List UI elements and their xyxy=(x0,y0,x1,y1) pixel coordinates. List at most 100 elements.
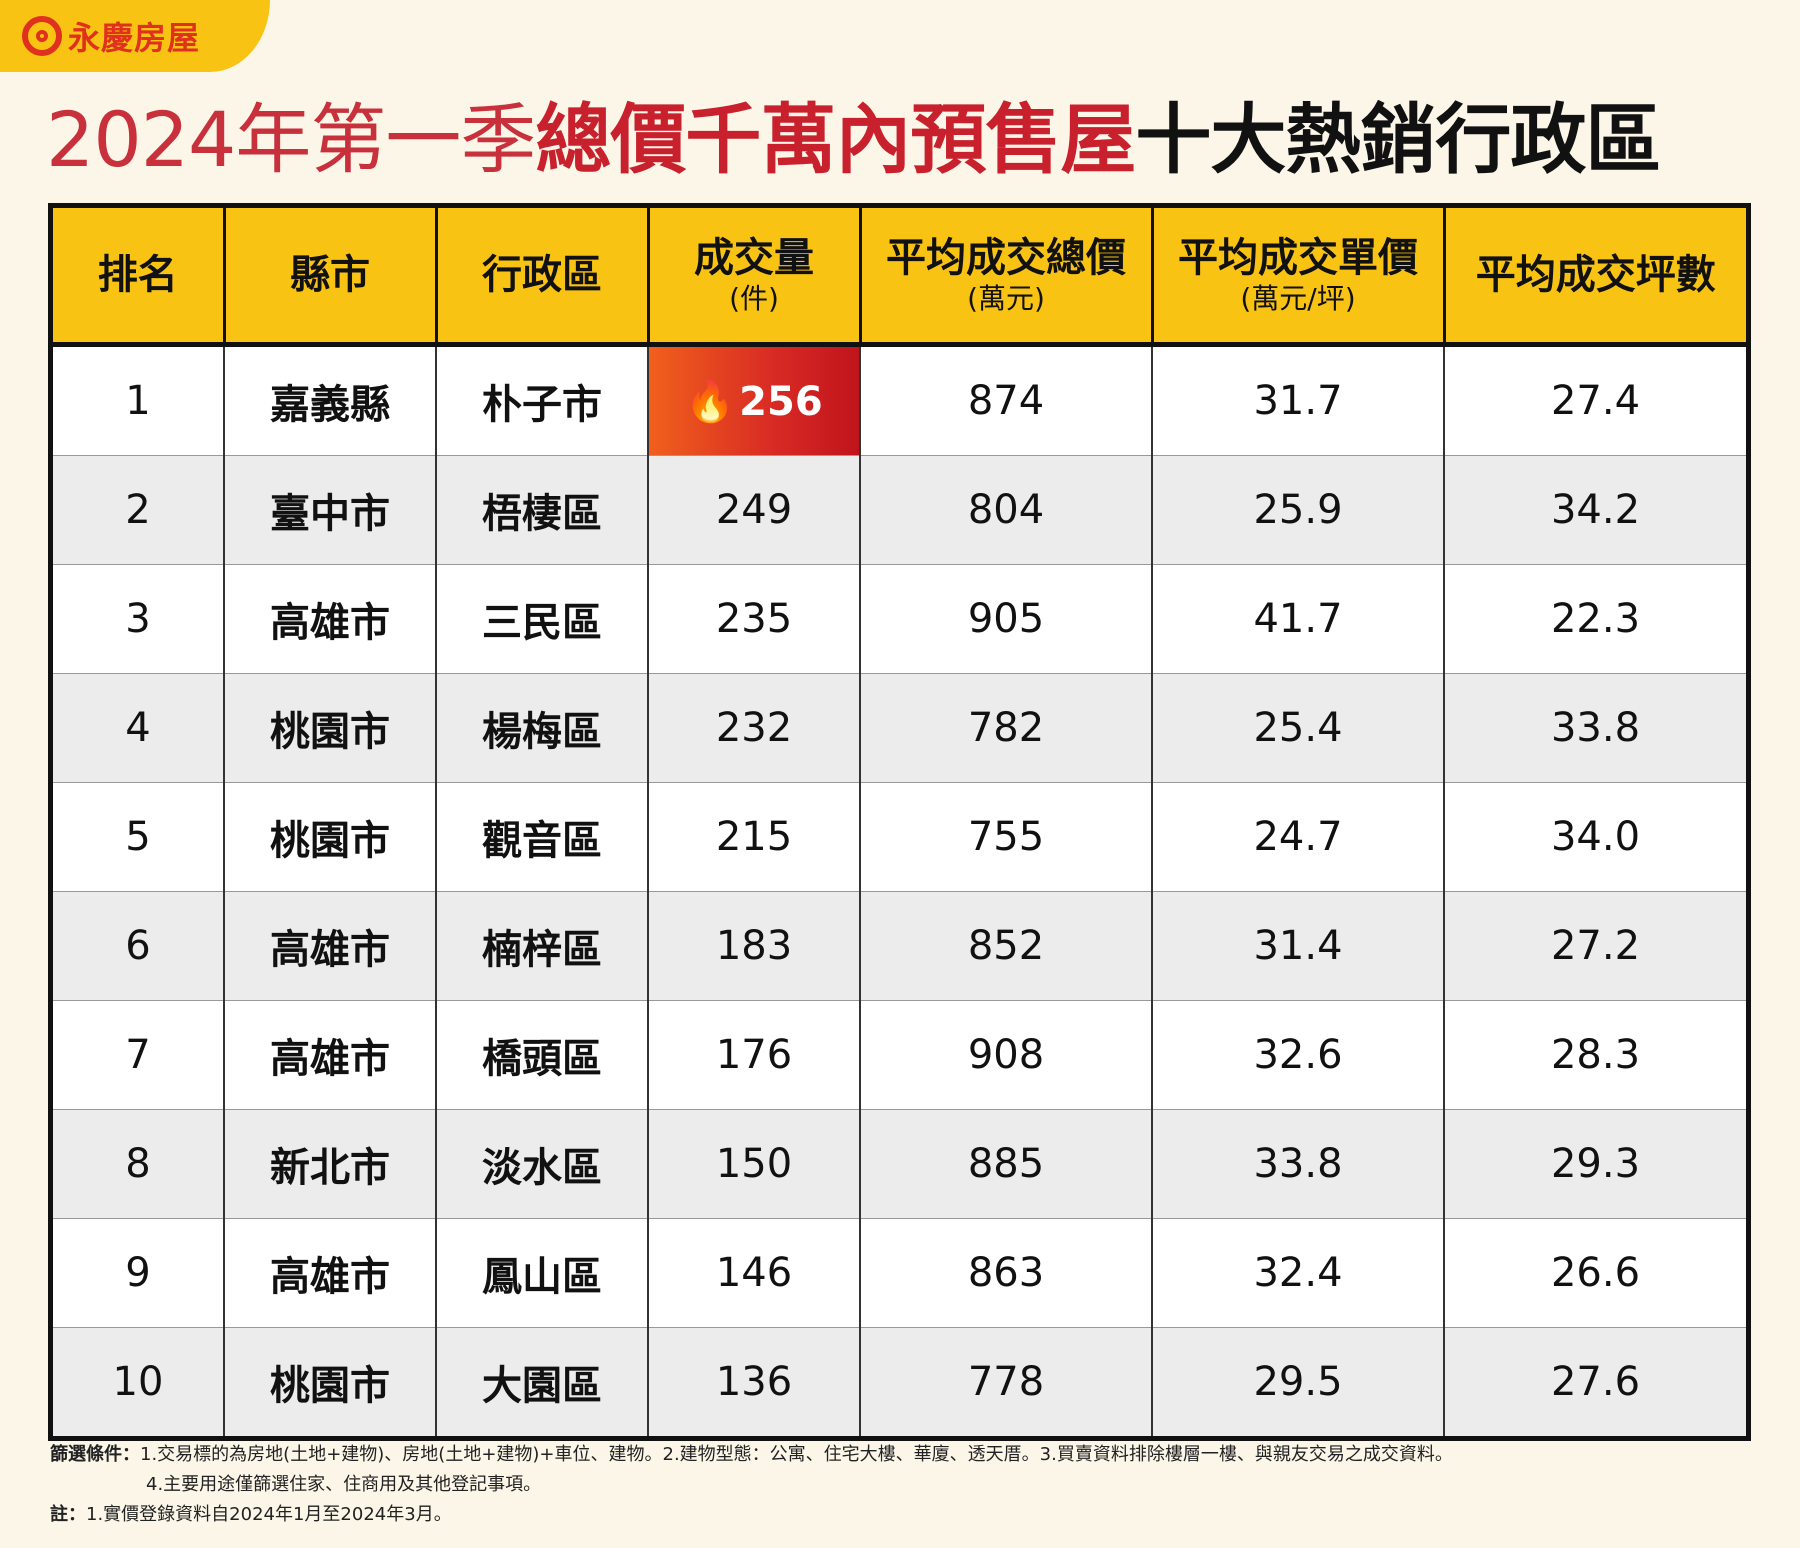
note-line: 註：1.實價登錄資料自2024年1月至2024年3月。 xyxy=(50,1500,1750,1530)
cell-unit-price: 41.7 xyxy=(1152,564,1445,674)
filter-note-line1: 篩選條件：1.交易標的為房地(土地+建物)、房地(土地+建物)+車位、建物。2.… xyxy=(50,1440,1750,1470)
note-text-1: 1.實價登錄資料自2024年1月至2024年3月。 xyxy=(86,1504,452,1525)
cell-total-price: 804 xyxy=(860,455,1153,565)
column-header-4: 平均成交總價 (萬元) xyxy=(860,208,1154,347)
table-row: 2 臺中市 梧棲區 249 804 25.9 34.2 xyxy=(53,455,1746,565)
cell-volume: 232 xyxy=(648,673,861,783)
cell-volume: 235 xyxy=(648,564,861,674)
column-header-0: 排名 xyxy=(53,208,226,347)
column-header-label: 平均成交坪數 xyxy=(1475,252,1716,298)
cell-city: 高雄市 xyxy=(224,1218,437,1328)
footnotes: 篩選條件：1.交易標的為房地(土地+建物)、房地(土地+建物)+車位、建物。2.… xyxy=(50,1440,1750,1530)
cell-rank: 9 xyxy=(53,1218,225,1328)
cell-rank: 3 xyxy=(53,564,225,674)
cell-area: 34.2 xyxy=(1444,455,1746,565)
filter-note-line2: 4.主要用途僅篩選住家、住商用及其他登記事項。 xyxy=(146,1474,542,1495)
cell-rank: 4 xyxy=(53,673,225,783)
cell-total-price: 905 xyxy=(860,564,1153,674)
cell-district: 楊梅區 xyxy=(436,673,649,783)
cell-unit-price: 31.4 xyxy=(1152,891,1445,1001)
cell-city: 高雄市 xyxy=(224,564,437,674)
note-label: 註： xyxy=(50,1504,86,1525)
page-title: 2024年第一季總價千萬內預售屋十大熱銷行政區 xyxy=(46,90,1766,190)
table-row: 5 桃園市 觀音區 215 755 24.7 34.0 xyxy=(53,782,1746,892)
title-part3: 十大熱銷行政區 xyxy=(1135,95,1661,184)
cell-rank: 6 xyxy=(53,891,225,1001)
cell-city: 桃園市 xyxy=(224,1327,437,1436)
cell-district: 朴子市 xyxy=(436,344,649,456)
cell-volume-value: 256 xyxy=(739,378,823,425)
cell-city: 高雄市 xyxy=(224,891,437,1001)
cell-area: 22.3 xyxy=(1444,564,1746,674)
cell-rank: 10 xyxy=(53,1327,225,1436)
column-header-label: 成交量 xyxy=(694,234,814,281)
cell-total-price: 874 xyxy=(860,344,1153,456)
cell-area: 29.3 xyxy=(1444,1109,1746,1219)
cell-rank: 5 xyxy=(53,782,225,892)
cell-total-price: 782 xyxy=(860,673,1153,783)
cell-unit-price: 31.7 xyxy=(1152,344,1445,456)
cell-district: 觀音區 xyxy=(436,782,649,892)
ranking-table: 排名 縣市 行政區 成交量 (件) 平均成交總價 (萬元) 平均成交單價 (萬元/坪) 平均成交坪… xyxy=(48,203,1751,1441)
column-header-3: 成交量 (件) xyxy=(648,208,862,347)
table-row: 3 高雄市 三民區 235 905 41.7 22.3 xyxy=(53,564,1746,674)
cell-total-price: 863 xyxy=(860,1218,1153,1328)
table-row: 1 嘉義縣 朴子市 🔥 256 874 31.7 27.4 xyxy=(53,344,1746,456)
column-header-label: 平均成交總價 xyxy=(886,234,1126,281)
cell-rank: 1 xyxy=(53,344,225,456)
table-header-row: 排名 縣市 行政區 成交量 (件) 平均成交總價 (萬元) 平均成交單價 (萬元/坪) 平均成交坪… xyxy=(53,208,1746,347)
cell-unit-price: 25.4 xyxy=(1152,673,1445,783)
cell-unit-price: 25.9 xyxy=(1152,455,1445,565)
column-header-label: 排名 xyxy=(97,252,178,298)
cell-unit-price: 32.6 xyxy=(1152,1000,1445,1110)
column-header-unit: (件) xyxy=(729,281,779,315)
cell-total-price: 885 xyxy=(860,1109,1153,1219)
column-header-unit: (萬元/坪) xyxy=(1240,281,1356,315)
cell-unit-price: 24.7 xyxy=(1152,782,1445,892)
cell-volume: 249 xyxy=(648,455,861,565)
cell-total-price: 778 xyxy=(860,1327,1153,1436)
cell-volume: 176 xyxy=(648,1000,861,1110)
cell-city: 新北市 xyxy=(224,1109,437,1219)
cell-volume: 150 xyxy=(648,1109,861,1219)
flame-icon: 🔥 xyxy=(685,378,736,425)
column-header-label: 縣市 xyxy=(290,252,370,298)
cell-district: 鳳山區 xyxy=(436,1218,649,1328)
brand-tab: 永慶房屋 xyxy=(0,0,270,72)
cell-district: 楠梓區 xyxy=(436,891,649,1001)
cell-rank: 2 xyxy=(53,455,225,565)
cell-city: 嘉義縣 xyxy=(224,344,437,456)
cell-unit-price: 33.8 xyxy=(1152,1109,1445,1219)
cell-rank: 7 xyxy=(53,1000,225,1110)
cell-rank: 8 xyxy=(53,1109,225,1219)
column-header-label: 行政區 xyxy=(482,252,602,298)
cell-district: 大園區 xyxy=(436,1327,649,1436)
cell-city: 高雄市 xyxy=(224,1000,437,1110)
cell-district: 淡水區 xyxy=(436,1109,649,1219)
cell-area: 27.6 xyxy=(1444,1327,1746,1436)
table-row: 9 高雄市 鳳山區 146 863 32.4 26.6 xyxy=(53,1218,1746,1328)
title-part1: 2024年第一季 xyxy=(46,95,536,184)
cell-area: 26.6 xyxy=(1444,1218,1746,1328)
cell-volume: 🔥 256 xyxy=(648,344,861,456)
filter-text-1: 1.交易標的為房地(土地+建物)、房地(土地+建物)+車位、建物。2.建物型態：… xyxy=(140,1444,1453,1465)
cell-district: 三民區 xyxy=(436,564,649,674)
cell-city: 桃園市 xyxy=(224,782,437,892)
brand-logo-icon xyxy=(22,16,62,56)
cell-area: 33.8 xyxy=(1444,673,1746,783)
cell-volume: 183 xyxy=(648,891,861,1001)
cell-area: 34.0 xyxy=(1444,782,1746,892)
cell-district: 梧棲區 xyxy=(436,455,649,565)
title-part2: 總價千萬內預售屋 xyxy=(535,95,1136,184)
table-row: 7 高雄市 橋頭區 176 908 32.6 28.3 xyxy=(53,1000,1746,1110)
cell-volume: 136 xyxy=(648,1327,861,1436)
cell-total-price: 755 xyxy=(860,782,1153,892)
column-header-unit: (萬元) xyxy=(967,281,1045,315)
column-header-2: 行政區 xyxy=(436,208,650,347)
cell-volume: 146 xyxy=(648,1218,861,1328)
table-row: 6 高雄市 楠梓區 183 852 31.4 27.2 xyxy=(53,891,1746,1001)
cell-total-price: 908 xyxy=(860,1000,1153,1110)
column-header-5: 平均成交單價 (萬元/坪) xyxy=(1152,208,1446,347)
cell-unit-price: 32.4 xyxy=(1152,1218,1445,1328)
cell-volume: 215 xyxy=(648,782,861,892)
